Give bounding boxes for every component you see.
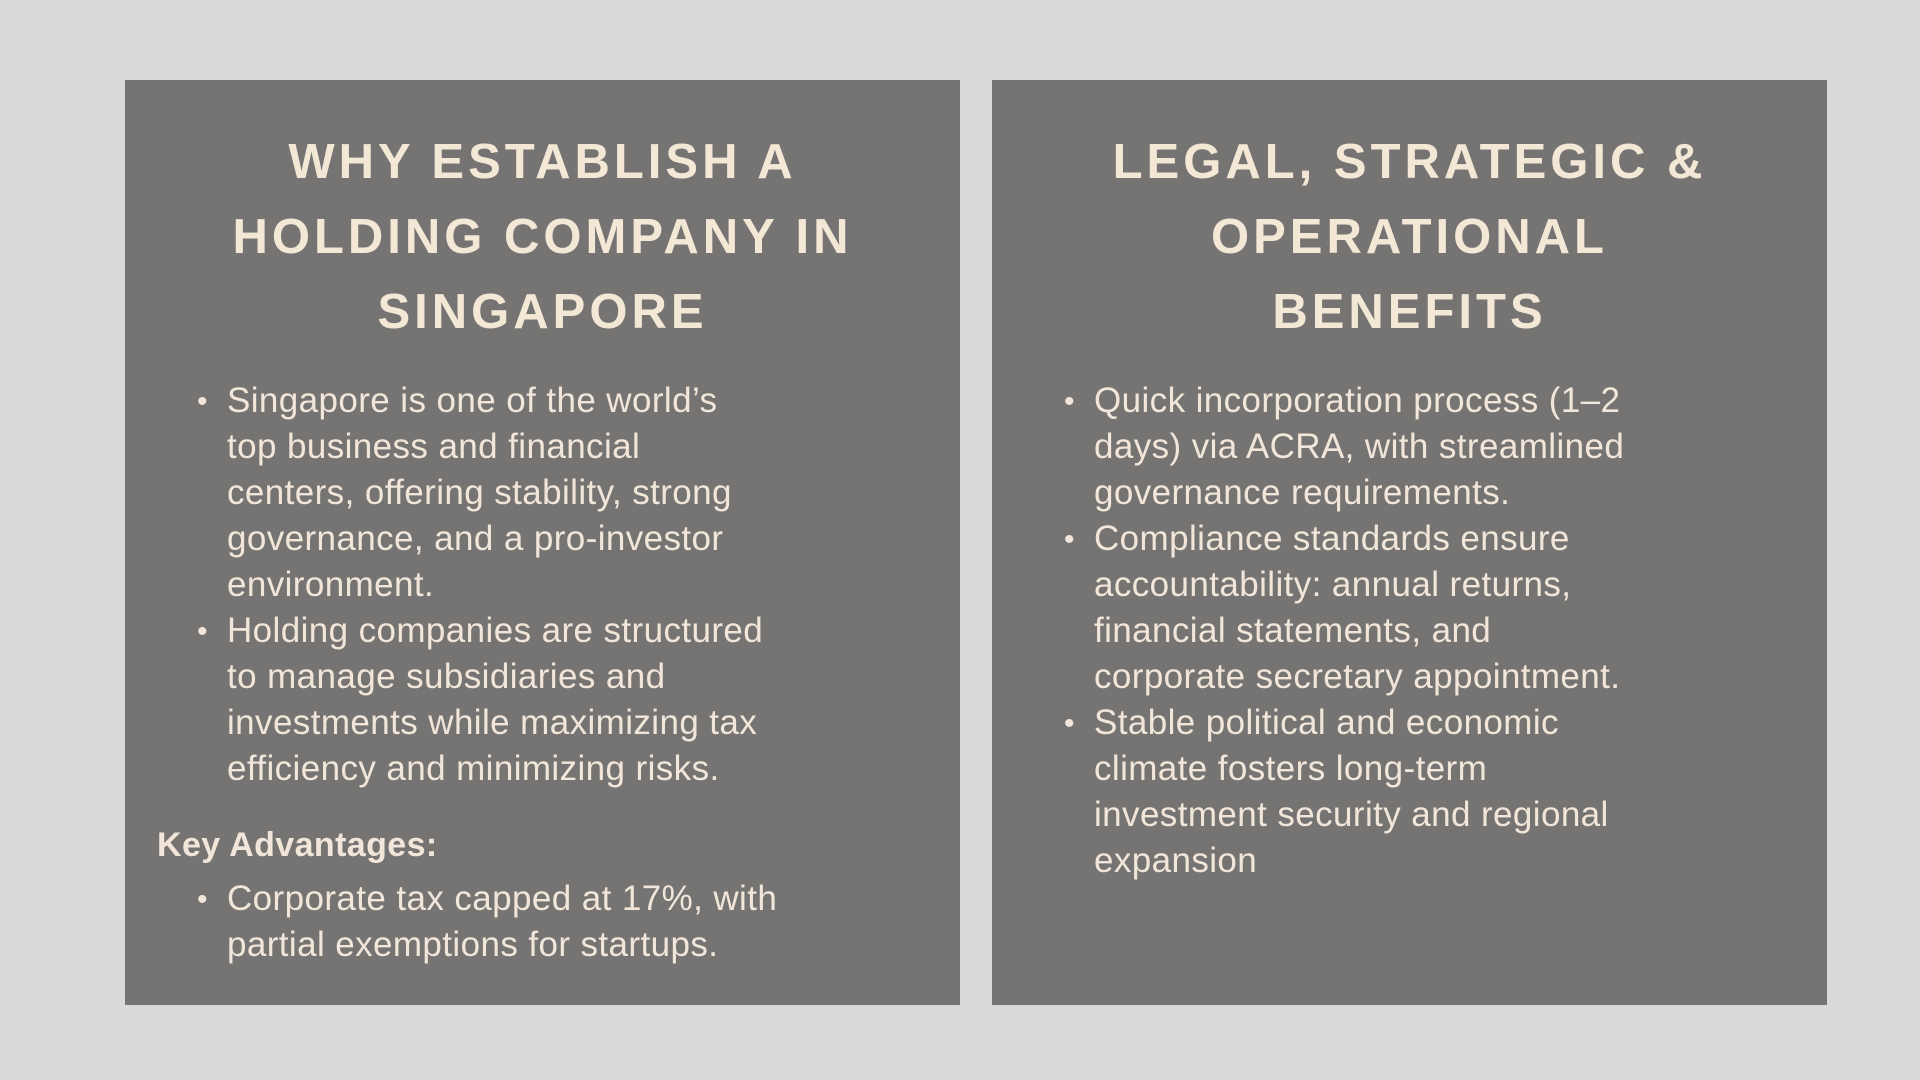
panel-title-legal-benefits: LEGAL, STRATEGIC & OPERATIONAL BENEFITS — [1112, 135, 1707, 339]
panel-title-why-establish: WHY ESTABLISH A HOLDING COMPANY IN SINGA… — [232, 135, 853, 339]
bullet-item: Singapore is one of the world’s top busi… — [197, 378, 930, 608]
bullet-item: Stable political and economic climate fo… — [1064, 700, 1797, 884]
bullet-item: Compliance standards ensure accountabili… — [1064, 516, 1797, 700]
bullet-item: Corporate tax capped at 17%, with partia… — [197, 876, 930, 968]
bullet-list-overview: Singapore is one of the world’s top busi… — [125, 378, 960, 792]
bullet-item: Quick incorporation process (1–2 days) v… — [1064, 378, 1797, 516]
bullet-list-key-advantages: Corporate tax capped at 17%, with partia… — [125, 876, 960, 968]
panel-why-establish-holding-company: WHY ESTABLISH A HOLDING COMPANY IN SINGA… — [125, 80, 960, 1005]
panel-body: Singapore is one of the world’s top busi… — [125, 378, 960, 968]
key-advantages-heading: Key Advantages: — [157, 826, 438, 864]
bullet-item: Holding companies are structured to mana… — [197, 608, 930, 792]
panel-legal-strategic-operational-benefits: LEGAL, STRATEGIC & OPERATIONAL BENEFITS … — [992, 80, 1827, 1005]
bullet-list-benefits: Quick incorporation process (1–2 days) v… — [992, 378, 1827, 884]
panel-body: Quick incorporation process (1–2 days) v… — [992, 378, 1827, 884]
